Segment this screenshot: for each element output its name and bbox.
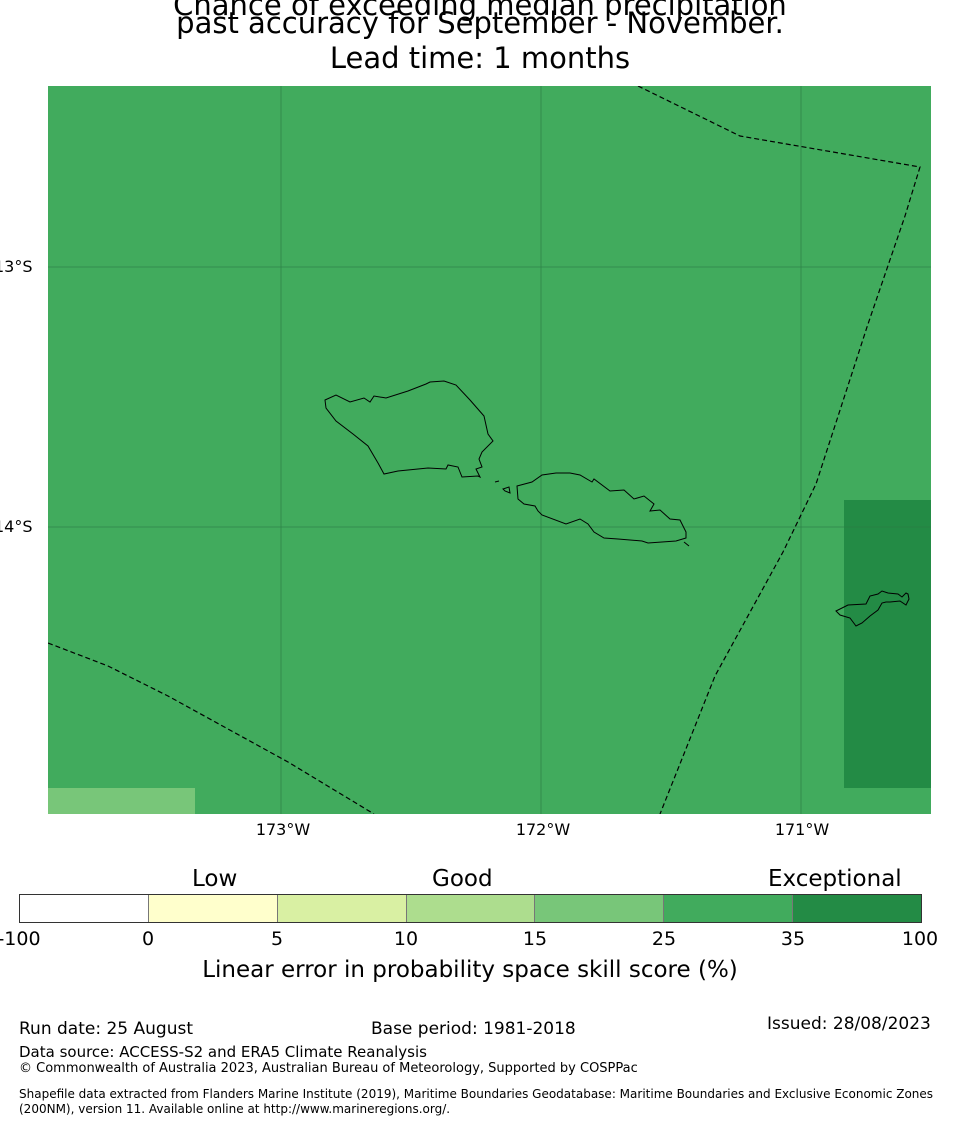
colorbar-tick-label: 15 [522,928,548,950]
map-background [48,86,931,814]
colorbar-segment [664,895,794,922]
longitude-label-172w: 172°W [515,820,571,839]
exceptional-region [844,500,931,788]
colorbar-tick-label: 25 [651,928,677,950]
manono-islet-outline [502,486,511,494]
colorbar-segment [20,895,149,922]
legend-category-low: Low [192,866,238,892]
colorbar-tick-label: 10 [393,928,419,950]
latitude-label-13s: 13°S [0,257,33,276]
colorbar-tick-label: 0 [141,928,155,950]
longitude-label-171w: 171°W [774,820,830,839]
colorbar-segment [535,895,665,922]
colorbar-segment [793,895,922,922]
colorbar-caption: Linear error in probability space skill … [202,957,738,983]
latitude-label-14s: 14°S [0,517,33,536]
tutuila-island-outline [835,590,910,627]
colorbar-tick-label: 35 [780,928,806,950]
data-source-note: Data source: ACCESS-S2 and ERA5 Climate … [19,1043,427,1061]
colorbar-segment [277,895,407,922]
run-date: Run date: 25 August [19,1019,193,1039]
coastlines [324,380,910,627]
map-title-line-2: past accuracy for September - November. [176,6,784,40]
colorbar-tick-label: -100 [0,928,41,950]
good-region [48,788,195,814]
shapefile-credit: Shapefile data extracted from Flanders M… [19,1087,934,1116]
nuutele-islet [683,541,690,547]
apolima-islet [494,480,500,483]
longitude-label-173w: 173°W [255,820,311,839]
colorbar-tick-label: 100 [901,928,939,950]
graticule [48,86,931,814]
savaii-island-outline [324,380,494,479]
base-period: Base period: 1981-2018 [371,1019,576,1039]
copyright-note: © Commonwealth of Australia 2023, Austra… [19,1061,638,1076]
upolu-island-outline [516,472,687,544]
colorbar-segment [406,895,536,922]
map-title-line-3: Lead time: 1 months [329,41,631,75]
legend-category-exceptional: Exceptional [768,866,902,892]
colorbar-tick-label: 5 [270,928,284,950]
colorbar-segment [148,895,278,922]
map-title-line-1: Chance of exceeding median precipitation [173,0,787,22]
skill-map [48,86,931,814]
issued-date: Issued: 28/08/2023 [767,1014,931,1034]
colorbar [19,894,922,923]
legend-category-good: Good [432,866,493,892]
